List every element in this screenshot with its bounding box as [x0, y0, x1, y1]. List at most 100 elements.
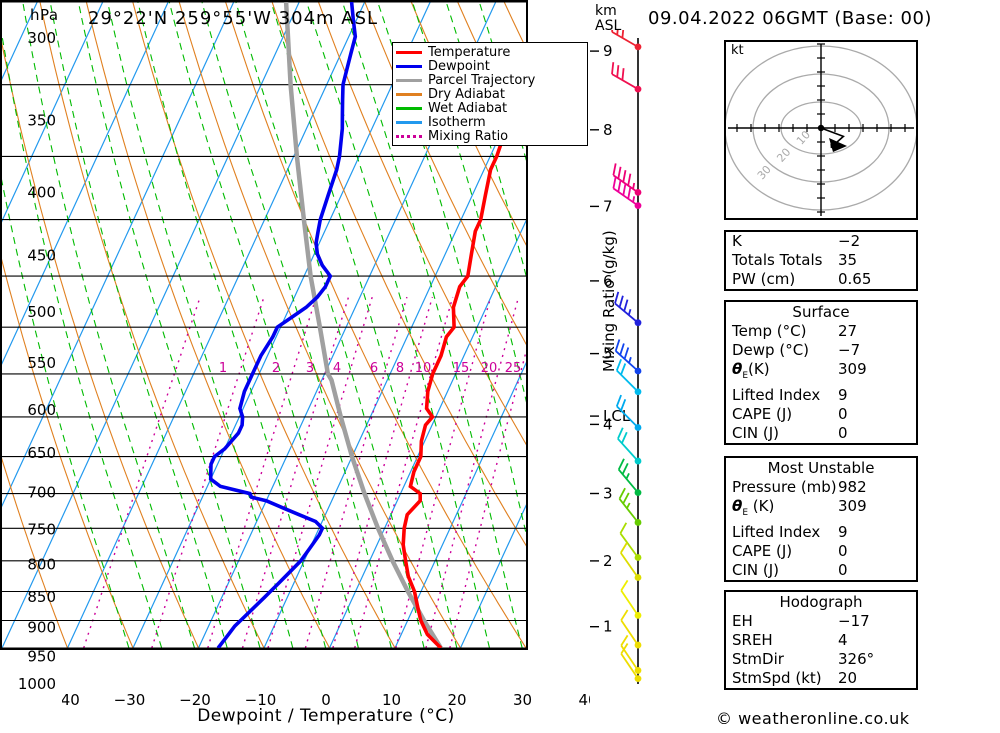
barb-feather — [614, 339, 621, 352]
row-key: Dewp (°C) — [732, 341, 810, 359]
row-key: Pressure (mb) — [732, 478, 837, 496]
legend-swatch — [396, 92, 422, 96]
barb-feather — [620, 579, 629, 591]
barb-feather — [621, 30, 625, 38]
mixing-ratio-label: 6 — [370, 361, 378, 376]
wind-barb — [614, 291, 642, 327]
barb-feather — [617, 166, 622, 179]
barb-shaft — [617, 438, 639, 462]
pressure-tick-label: 850 — [27, 588, 56, 606]
legend-swatch — [396, 120, 422, 124]
row-value: 9 — [838, 386, 848, 404]
data-row: CIN (J) 0 — [726, 424, 916, 443]
wind-barb — [619, 522, 642, 561]
legend-item-wet-adiabat: Wet Adiabat — [396, 101, 584, 115]
wind-barb — [620, 609, 642, 649]
barb-shaft — [620, 589, 639, 616]
dry-adiabat — [364, 2, 526, 345]
row-key: EH — [732, 612, 753, 630]
data-row: K −2 — [726, 232, 916, 251]
mixing-ratio-label: 3 — [306, 361, 314, 376]
temperature — [401, 71, 526, 648]
mixing-ratio — [449, 349, 526, 648]
barb-shaft — [616, 369, 639, 393]
row-key: Lifted Index — [732, 523, 821, 541]
barb-shaft — [620, 619, 639, 646]
wet-adiabat — [341, 2, 523, 648]
barb-feather — [622, 170, 627, 183]
barb-half-feather — [632, 182, 636, 190]
mixing-ratio-label: 15 — [453, 361, 470, 376]
wind-barb — [618, 487, 642, 526]
legend-label: Temperature — [428, 44, 511, 60]
pressure-tick-label: 650 — [27, 444, 56, 462]
wind-barb — [611, 30, 642, 51]
barb-feather — [620, 609, 629, 621]
isobar-lines — [2, 2, 526, 648]
barb-shaft — [611, 73, 639, 90]
barb-feather — [620, 542, 628, 554]
barb-feather — [617, 458, 625, 470]
row-key: Lifted Index — [732, 386, 821, 404]
row-value: 0 — [838, 561, 848, 579]
barb-feather — [615, 358, 622, 371]
wet-adiabat — [49, 2, 228, 648]
data-row: Totals Totals 35 — [726, 251, 916, 270]
skewt-canvas: 1 2 3 4 6 8 10 15 20 25 — [2, 2, 526, 648]
data-row: CAPE (J) 0 — [726, 405, 916, 424]
legend-label: Dry Adiabat — [428, 86, 505, 102]
temperature-line — [401, 71, 526, 648]
km-tick-label: 2 — [603, 552, 613, 570]
row-key: θE (K) — [732, 497, 775, 518]
most-unstable-panel: Most Unstable Pressure (mb) 982 θE (K) 309 Li… — [724, 456, 918, 582]
hodograph-ring-label: 30 — [755, 163, 774, 182]
hodograph_stats-heading: Hodograph — [779, 593, 863, 611]
barb-feather — [619, 343, 625, 356]
temperature-tick-label: −20 — [179, 691, 211, 709]
pressure-tick-label: 950 — [27, 647, 56, 665]
wind-barb — [614, 339, 642, 375]
wet-adiabat — [411, 2, 526, 403]
row-value: −7 — [838, 341, 861, 359]
barb-shaft — [611, 31, 639, 48]
height-unit-label: km ASL — [595, 4, 621, 34]
wet-adiabat — [445, 2, 526, 278]
temperature-tick-label: 20 — [447, 691, 466, 709]
data-row: StmSpd (kt) 20 — [726, 669, 916, 688]
legend-item-isotherm: Isotherm — [396, 115, 584, 129]
row-key: K — [732, 232, 742, 250]
barb-feather — [618, 487, 626, 500]
temperature-tick-label: −30 — [114, 691, 146, 709]
legend-label: Isotherm — [428, 114, 486, 130]
barb-feather — [620, 363, 627, 376]
isotherm — [2, 2, 104, 223]
data-row: θE(K) 309 — [726, 360, 916, 386]
row-value: 309 — [838, 360, 867, 378]
row-value: 20 — [838, 669, 858, 687]
mixing-ratio-axis-label: Mixing Ratio (g/kg) — [600, 230, 618, 372]
wind-barb — [617, 458, 642, 497]
wet-adiabat — [77, 2, 261, 648]
row-key: StmSpd (kt) — [732, 669, 822, 687]
pressure-tick-label: 500 — [27, 303, 56, 321]
barb-feather — [621, 68, 625, 81]
barb-shaft — [614, 302, 639, 324]
barb-shaft — [620, 653, 639, 680]
temperature-tick-label: 0 — [321, 691, 331, 709]
pressure-tick-label: 600 — [27, 401, 56, 419]
barb-feather — [627, 186, 632, 199]
legend-item-mixing-ratio: Mixing Ratio — [396, 129, 584, 143]
km-tick-label: 6 — [603, 272, 613, 290]
x-axis-title: Dewpoint / Temperature (°C) — [197, 706, 455, 726]
isotherm — [459, 504, 526, 648]
pressure-tick-label: 900 — [27, 618, 56, 636]
row-key: SREH — [732, 631, 773, 649]
mixing-ratio-value-labels: 1 2 3 4 6 8 10 15 20 25 — [219, 361, 521, 376]
row-key: CIN (J) — [732, 561, 780, 579]
pressure-unit-label: hPa — [30, 6, 59, 24]
pressure-tick-label: 350 — [27, 112, 56, 130]
data-row: Lifted Index 9 — [726, 386, 916, 405]
barb-feather — [620, 643, 629, 655]
hodograph-panel: kt 10 20 30 — [724, 40, 918, 220]
